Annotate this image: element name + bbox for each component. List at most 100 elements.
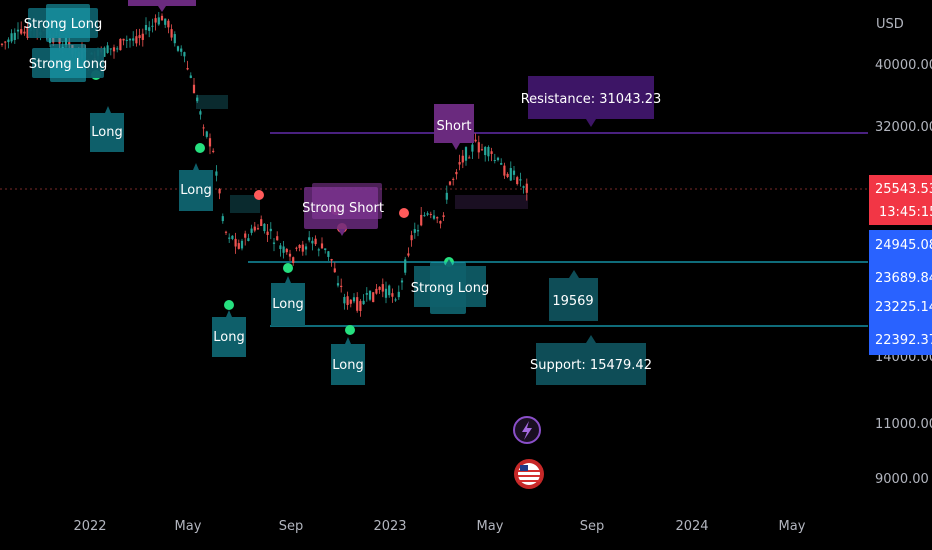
candle-body	[122, 38, 125, 41]
candle-body	[292, 257, 295, 264]
candle-body	[487, 146, 490, 157]
short-dot	[254, 190, 264, 200]
candle-body	[461, 155, 464, 163]
x-tick: 2024	[675, 519, 708, 534]
candle-body	[413, 229, 416, 233]
candle-body	[442, 215, 445, 217]
candlesticks	[0, 11, 528, 317]
candle-body	[103, 47, 106, 57]
candle-body	[301, 244, 304, 252]
candle-body	[308, 237, 311, 241]
candle-body	[196, 97, 199, 102]
candle-body	[269, 228, 272, 232]
candle-body	[349, 299, 352, 304]
long-signal[interactable]: Long	[179, 163, 213, 211]
candle-body	[423, 215, 426, 217]
candle-body	[192, 84, 196, 94]
candle-body	[362, 300, 365, 305]
signal-label: Strong Long	[411, 281, 489, 296]
candle-body	[429, 213, 432, 215]
candle-body	[205, 131, 208, 137]
short-signal[interactable]: Short	[434, 104, 474, 150]
candle-body	[250, 228, 253, 233]
candle-body	[426, 213, 429, 215]
candle-body	[263, 223, 266, 232]
candle-body	[256, 228, 260, 230]
candle-body	[516, 177, 519, 185]
candle-body	[228, 237, 231, 239]
candle-body	[346, 296, 349, 306]
candle-body	[416, 230, 420, 232]
candle-body	[484, 147, 487, 156]
candle-body	[186, 68, 189, 70]
long-signal[interactable]: Long	[90, 106, 124, 152]
candle-body	[221, 216, 224, 222]
candle-body	[183, 52, 186, 57]
us-flag-event-icon[interactable]	[514, 459, 544, 489]
candle-body	[116, 48, 119, 50]
candle-body	[340, 285, 343, 288]
long-signal[interactable]: Long	[271, 276, 305, 326]
candle-body	[298, 244, 301, 248]
x-axis[interactable]: 2022 May Sep 2023 May Sep 2024 May	[73, 519, 805, 534]
x-tick: 2022	[73, 519, 106, 534]
candle-body	[279, 245, 282, 250]
y-axis[interactable]: 40000.00 32000.00 14000.00 11000.00 9000…	[875, 58, 932, 487]
mid-level-label[interactable]: 19569	[549, 270, 598, 321]
support-label[interactable]: Support: 15479.42	[530, 335, 652, 385]
candle-body	[202, 127, 205, 129]
long-signal[interactable]: Long	[331, 337, 365, 385]
candle-body	[407, 253, 410, 256]
strong-long-signal[interactable]: Strong Long	[24, 4, 102, 42]
candle-body	[148, 27, 151, 31]
candle-body	[320, 243, 324, 249]
long-dot	[195, 143, 205, 153]
long-signal[interactable]: Long	[212, 310, 246, 357]
candle-body	[4, 41, 7, 43]
candle-body	[208, 138, 212, 147]
candle-body	[0, 43, 4, 45]
long-dot	[224, 300, 234, 310]
candle-body	[173, 34, 176, 44]
mid-level-text: 19569	[552, 294, 593, 309]
support-text: Support: 15479.42	[530, 358, 652, 373]
candle-body	[327, 251, 330, 257]
zone-box	[230, 195, 260, 213]
candle-body	[519, 179, 522, 181]
signal-label: Long	[272, 297, 303, 312]
candle-body	[237, 243, 240, 249]
candle-body	[509, 168, 512, 181]
candle-body	[333, 268, 336, 273]
strong-short-signal[interactable]: Strong Short	[302, 183, 384, 236]
candle-body	[445, 192, 448, 200]
x-tick: 2023	[373, 519, 406, 534]
candle-body	[164, 18, 167, 25]
candle-body	[384, 288, 388, 298]
resistance-label[interactable]: Resistance: 31043.23	[521, 76, 662, 127]
candle-body	[464, 147, 468, 161]
signal-label: Strong Long	[29, 57, 107, 72]
candle-body	[295, 247, 298, 249]
candle-body	[420, 214, 423, 226]
candle-body	[7, 39, 10, 43]
candle-body	[378, 286, 381, 290]
price-tag[interactable]: 24945.08 23689.84 23225.14 22392.37	[869, 230, 932, 355]
candle-body	[157, 17, 160, 25]
candle-body	[391, 293, 394, 297]
current-price-tag[interactable]: 25543.53 13:45:15	[869, 175, 932, 225]
candle-body	[352, 297, 356, 302]
candle-body	[266, 231, 269, 235]
short-signal-marker[interactable]	[128, 0, 196, 12]
candle-body	[375, 288, 378, 294]
candle-body	[471, 144, 474, 152]
candle-body	[180, 48, 183, 52]
candle-body	[477, 142, 480, 153]
candle-body	[359, 301, 362, 311]
strong-long-signal[interactable]: Strong Long	[411, 259, 489, 314]
lightning-icon[interactable]	[513, 416, 541, 444]
candle-body	[490, 151, 493, 154]
candle-body	[167, 20, 170, 28]
candle-body	[356, 297, 359, 311]
strong-long-signal[interactable]: Strong Long	[29, 44, 107, 82]
